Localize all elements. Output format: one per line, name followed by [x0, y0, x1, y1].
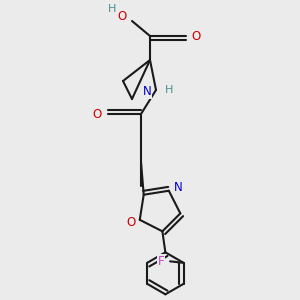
- Text: H: H: [165, 85, 173, 95]
- Text: H: H: [108, 4, 117, 14]
- Text: O: O: [126, 216, 135, 229]
- Text: O: O: [117, 10, 126, 23]
- Text: N: N: [173, 181, 182, 194]
- Text: O: O: [192, 29, 201, 43]
- Text: N: N: [143, 85, 152, 98]
- Text: O: O: [93, 107, 102, 121]
- Text: F: F: [158, 255, 164, 268]
